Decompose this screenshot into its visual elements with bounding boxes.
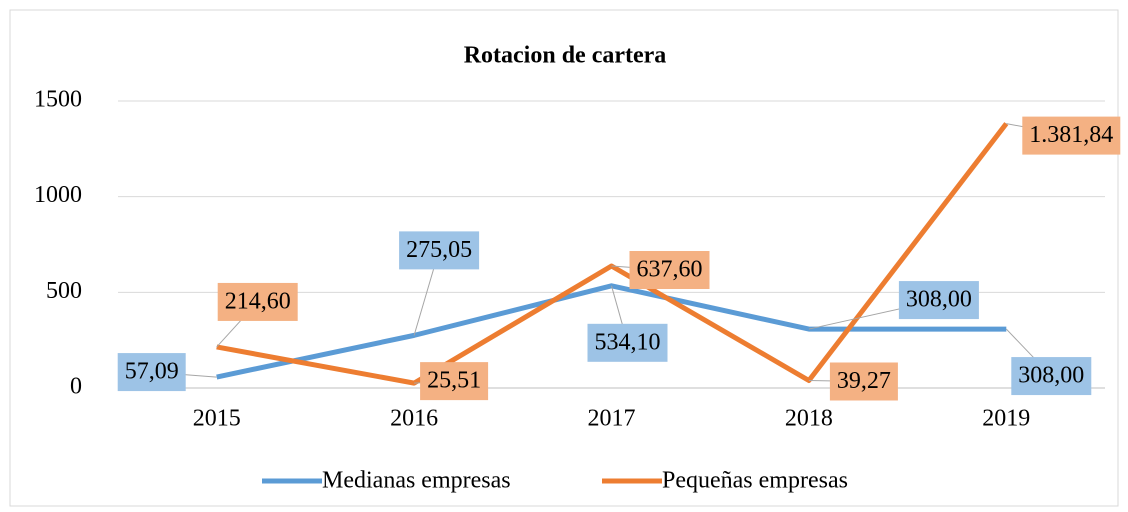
data-label: 308,00: [1018, 363, 1084, 389]
label-box: [829, 362, 898, 401]
x-tick-label: 2016: [390, 406, 438, 432]
x-tick-label: 2018: [785, 406, 833, 432]
x-tick-label: 2015: [193, 406, 241, 432]
y-tick-label: 1000: [34, 182, 82, 208]
data-label: 637,60: [637, 257, 703, 283]
x-tick-label: 2017: [588, 406, 636, 432]
chart-title: Rotacion de cartera: [464, 43, 667, 69]
label-box: [399, 231, 480, 270]
label-box: [629, 251, 710, 290]
label-box: [1022, 116, 1121, 155]
data-label: 275,05: [406, 237, 472, 263]
legend-label: Medianas empresas: [322, 468, 511, 494]
label-box: [420, 362, 489, 401]
y-tick-label: 500: [46, 278, 82, 304]
data-label: 57,09: [125, 359, 179, 385]
data-label: 534,10: [595, 329, 661, 355]
label-box: [587, 323, 668, 362]
data-label: 214,60: [225, 288, 291, 314]
y-tick-label: 0: [70, 374, 82, 400]
data-label: 308,00: [906, 287, 972, 313]
label-box: [117, 353, 186, 392]
legend-label: Pequeñas empresas: [662, 468, 848, 494]
data-label: 39,27: [837, 368, 891, 394]
data-label: 25,51: [427, 368, 481, 394]
label-box: [898, 281, 979, 320]
label-box: [1011, 357, 1092, 396]
chart-border: [9, 9, 1119, 507]
label-box: [217, 282, 298, 321]
y-tick-label: 1500: [34, 87, 82, 113]
x-tick-label: 2019: [982, 406, 1030, 432]
data-label: 1.381,84: [1029, 122, 1113, 148]
